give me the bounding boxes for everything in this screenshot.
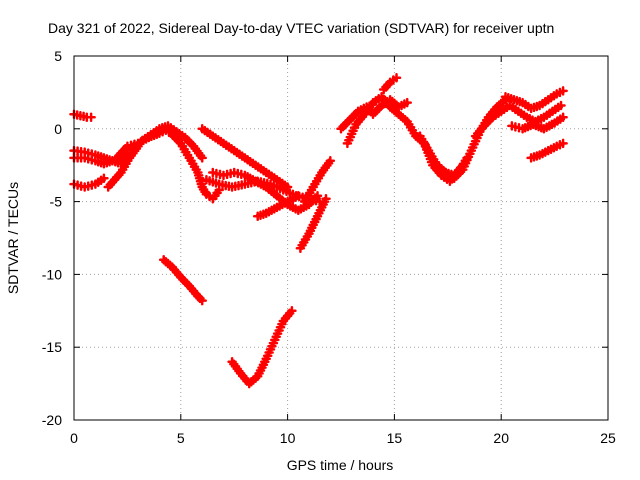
data-point-marker xyxy=(86,112,96,122)
chart-title: Day 321 of 2022, Sidereal Day-to-day VTE… xyxy=(48,20,554,36)
series-arc-13 xyxy=(227,306,297,389)
data-point-marker xyxy=(197,153,207,163)
series-arc-14 xyxy=(295,193,331,253)
y-tick-label: 5 xyxy=(54,48,62,64)
x-tick-label: 25 xyxy=(600,430,616,446)
series-arc-21 xyxy=(470,100,566,141)
data-point-marker xyxy=(312,191,323,201)
series-arc-15 xyxy=(299,156,336,207)
x-tick-label: 0 xyxy=(70,430,78,446)
data-point-marker xyxy=(391,73,402,83)
data-point-marker xyxy=(558,112,568,122)
data-point-marker xyxy=(287,306,297,316)
x-tick-label: 10 xyxy=(280,430,296,446)
y-tick-label: 0 xyxy=(54,121,62,137)
x-tick-label: 15 xyxy=(387,430,403,446)
data-point-marker xyxy=(402,97,412,108)
y-tick-label: -5 xyxy=(50,194,63,210)
data-point-marker xyxy=(325,156,336,166)
data-point-marker xyxy=(293,191,304,201)
data-point-marker xyxy=(197,295,207,306)
series-arc-12 xyxy=(158,255,207,306)
series-arc-5 xyxy=(103,141,143,192)
data-point-marker xyxy=(321,193,331,204)
series-arc-7 xyxy=(137,121,207,163)
data-point-marker xyxy=(558,138,568,149)
data-point-marker xyxy=(556,100,566,111)
series-arc-22 xyxy=(500,86,568,114)
series-arc-4 xyxy=(69,173,109,192)
axes: 0 5 10 15 20 25 5 0 -5 -10 -15 -20 xyxy=(42,48,616,446)
data-point-marker xyxy=(558,86,568,96)
x-axis-label: GPS time / hours xyxy=(287,457,394,473)
x-tick-label: 20 xyxy=(493,430,509,446)
series-arc-8 xyxy=(197,124,293,192)
data-point-marker xyxy=(99,173,109,184)
plot-frame xyxy=(73,55,609,421)
x-tick-label: 5 xyxy=(177,430,185,446)
y-axis-label: SDTVAR / TECUs xyxy=(5,182,21,294)
y-tick-label: -10 xyxy=(42,266,62,282)
series-arc-23 xyxy=(507,112,568,134)
series-arc-18 xyxy=(378,73,402,95)
y-tick-label: -20 xyxy=(42,412,62,428)
series-arc-24 xyxy=(526,138,568,163)
y-tick-label: -15 xyxy=(42,339,62,355)
series-arc-11 xyxy=(252,191,304,221)
data-series xyxy=(69,73,568,389)
